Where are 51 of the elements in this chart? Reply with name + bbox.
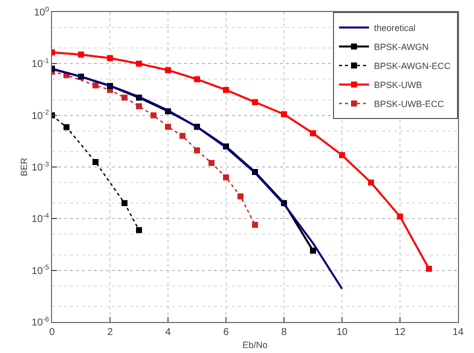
point bbox=[180, 132, 186, 139]
point bbox=[64, 124, 70, 130]
point bbox=[238, 193, 244, 200]
y-tick-label: 10$^{-1}$ bbox=[32, 58, 50, 70]
legend-label: BPSK-AWGN-ECC bbox=[374, 61, 452, 72]
y-tick-label: 10$^{-3}$ bbox=[32, 161, 50, 174]
point bbox=[194, 76, 200, 82]
point bbox=[252, 222, 258, 228]
point bbox=[368, 180, 374, 186]
point bbox=[426, 266, 432, 272]
y-axis-title: BER bbox=[18, 157, 29, 176]
point bbox=[107, 55, 113, 62]
point bbox=[136, 103, 142, 110]
point bbox=[136, 60, 142, 67]
point bbox=[136, 227, 142, 234]
point bbox=[223, 174, 229, 180]
point bbox=[194, 147, 200, 154]
legend-label: BPSK-UWB-ECC bbox=[374, 99, 445, 110]
y-tick-label: 10$^{0}$ bbox=[34, 6, 50, 18]
y-tick-label: 10$^{-6}$ bbox=[32, 316, 50, 328]
point bbox=[150, 112, 156, 118]
y-tick-label: 10$^{-2}$ bbox=[32, 110, 50, 122]
x-tick-label: 2 bbox=[107, 327, 114, 338]
point bbox=[165, 67, 171, 74]
x-tick-label: 4 bbox=[165, 327, 172, 338]
x-tick-label: 0 bbox=[49, 327, 56, 338]
y-tick-label: 10$^{-5}$ bbox=[32, 264, 50, 277]
point bbox=[165, 124, 171, 130]
point bbox=[310, 248, 316, 254]
x-tick-label: 8 bbox=[281, 327, 288, 338]
legend-label: BPSK-UWB bbox=[374, 80, 422, 90]
point bbox=[92, 82, 98, 88]
point bbox=[78, 52, 84, 58]
y-tick-label: 10$^{-4}$ bbox=[32, 212, 50, 226]
x-tick-label: 10 bbox=[336, 327, 348, 338]
x-tick-label: 6 bbox=[223, 327, 230, 338]
point bbox=[339, 152, 345, 158]
point bbox=[252, 99, 258, 106]
point bbox=[223, 86, 229, 93]
point bbox=[310, 130, 316, 136]
point bbox=[122, 94, 128, 101]
legend-label: theoretical bbox=[374, 23, 416, 34]
point bbox=[397, 214, 403, 220]
point bbox=[122, 200, 128, 206]
legend-label: BPSK-AWGN bbox=[374, 42, 429, 52]
point bbox=[208, 160, 214, 166]
x-tick-label: 12 bbox=[394, 327, 406, 338]
point bbox=[92, 158, 98, 165]
x-tick-label: 14 bbox=[452, 327, 464, 338]
x-axis-title: Eb/No bbox=[242, 340, 268, 350]
point bbox=[281, 111, 287, 118]
